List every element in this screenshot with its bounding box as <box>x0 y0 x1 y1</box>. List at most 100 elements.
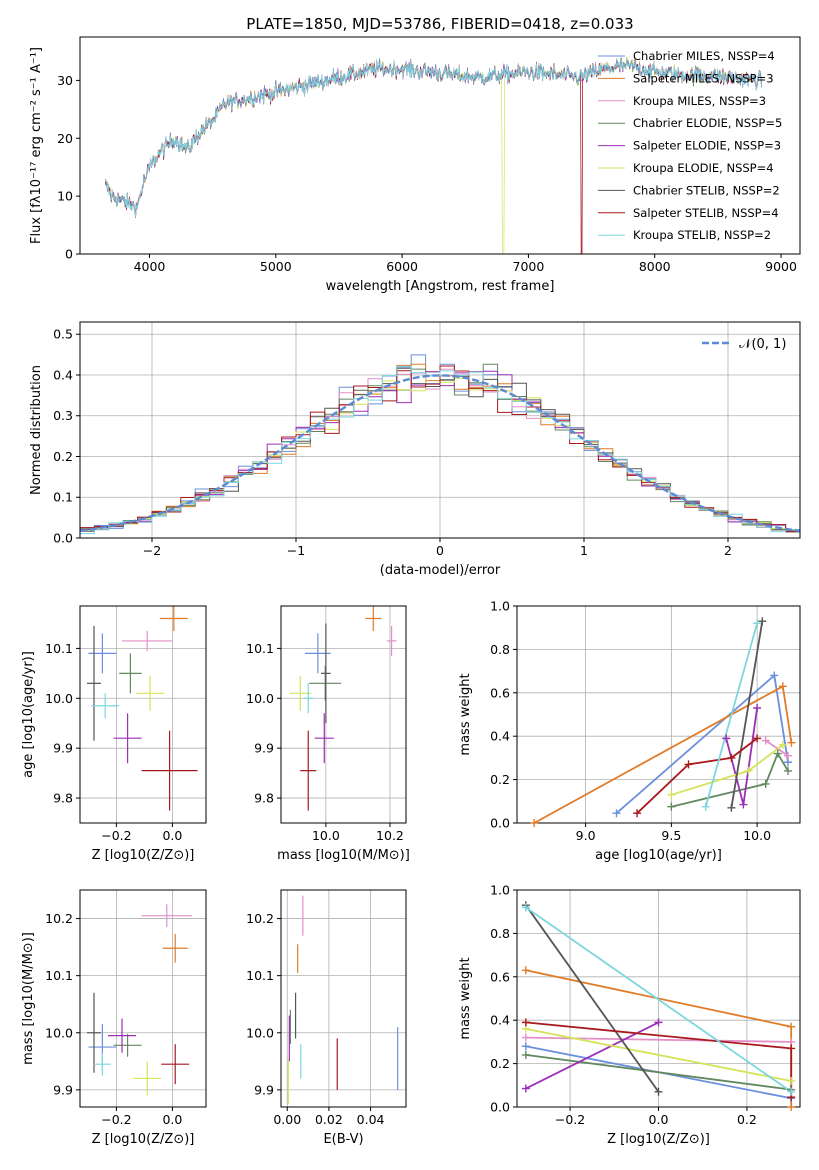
weight-marker <box>667 790 676 799</box>
y-tick-label: 10.2 <box>45 911 73 926</box>
panel-age-vs-mass: 10.0 10.2 9.8 9.9 10.0 10.1 mass [log10(M/M⊙)] <box>246 605 410 863</box>
y-tick-label: 10.0 <box>246 1025 274 1040</box>
panel-spectrum: 4000 5000 6000 7000 8000 9000 0 10 20 30 wavelengt… <box>29 36 801 294</box>
weight-line <box>730 621 764 808</box>
x-axis-label: Z [log10(Z/Z⊙)] <box>92 1132 195 1147</box>
legend-label: Salpeter STELIB, NSSP=4 <box>633 206 779 220</box>
legend-label: Kroupa ELODIE, NSSP=4 <box>633 161 774 175</box>
x-tick-label: −0.2 <box>101 1112 131 1127</box>
weight-marker <box>633 809 642 818</box>
legend-label: 𝒩(0, 1) <box>739 337 786 352</box>
legend-label: Chabrier MILES, NSSP=4 <box>633 49 775 63</box>
normal-curve <box>80 374 800 533</box>
spectrum-line <box>104 56 762 254</box>
y-tick-label: 1.0 <box>490 883 510 898</box>
x-axis-label: age [log10(age/yr)] <box>595 848 722 863</box>
y-tick-label: 0.4 <box>490 729 510 744</box>
x-tick-label: 8000 <box>639 259 671 274</box>
axes-frame <box>280 889 407 1108</box>
y-axis-label: mass weight <box>458 957 473 1039</box>
y-tick-label: 0.5 <box>53 327 73 342</box>
panel-weight-vs-age: 9.0 9.5 10.0 0.0 0.2 0.4 0.6 0.8 1.0 age [log10(a… <box>458 599 801 863</box>
axes-frame <box>79 889 207 1108</box>
weight-marker <box>654 1018 663 1027</box>
weight-line <box>636 737 758 814</box>
x-tick-label: 5000 <box>260 259 292 274</box>
weight-marker <box>761 779 770 788</box>
weight-line <box>671 751 789 808</box>
x-tick-label: 10.2 <box>376 828 404 843</box>
axes-frame <box>79 36 801 255</box>
y-tick-label: 20 <box>57 131 73 146</box>
weight-marker <box>787 738 796 747</box>
y-tick-label: 1.0 <box>490 599 510 614</box>
x-tick-label: 0.02 <box>315 1112 343 1127</box>
x-tick-label: 0.00 <box>273 1112 301 1127</box>
y-tick-label: 10.1 <box>45 968 73 983</box>
weight-marker <box>761 736 770 745</box>
weight-marker <box>612 809 621 818</box>
weight-marker <box>758 617 767 626</box>
x-tick-label: −1 <box>287 543 305 558</box>
panel-mass-vs-EBV: 0.00 0.02 0.04 9.9 10.0 10.1 10.2 E(B-V) <box>246 889 407 1147</box>
spectrum-line <box>105 57 762 254</box>
legend-label: Chabrier ELODIE, NSSP=5 <box>633 116 782 130</box>
weight-marker <box>787 1044 796 1053</box>
x-tick-label: 2 <box>724 543 732 558</box>
y-tick-label: 9.9 <box>53 741 73 756</box>
x-axis-label: E(B-V) <box>323 1132 363 1147</box>
legend: Chabrier MILES, NSSP=4 Salpeter MILES, NS… <box>598 49 782 242</box>
legend-label: Kroupa MILES, NSSP=3 <box>633 94 766 108</box>
weight-marker <box>783 766 792 775</box>
y-tick-label: 0.3 <box>53 408 73 423</box>
weight-marker <box>654 1087 663 1096</box>
weight-marker <box>753 734 762 743</box>
y-tick-label: 0.6 <box>490 969 510 984</box>
y-tick-label: 0.0 <box>490 816 510 831</box>
panel-residuals: −2 −1 0 1 2 0.0 0.1 0.2 0.3 0.4 0.5 (data-model)/er… <box>29 321 801 578</box>
axes-frame <box>79 321 801 539</box>
y-tick-label: 0.2 <box>490 772 510 787</box>
y-tick-label: 0.8 <box>490 926 510 941</box>
x-tick-label: 4000 <box>134 259 166 274</box>
spectrum-line <box>104 59 762 254</box>
weight-marker <box>521 1042 530 1051</box>
weight-marker <box>722 734 731 743</box>
weight-marker <box>739 800 748 809</box>
weight-line <box>525 906 792 1093</box>
plot-area <box>80 354 800 536</box>
y-tick-label: 0.0 <box>53 531 73 546</box>
legend: 𝒩(0, 1) <box>702 337 786 352</box>
y-tick-label: 9.9 <box>254 741 274 756</box>
x-tick-label: 9.0 <box>576 828 596 843</box>
weight-line <box>704 623 758 807</box>
y-tick-label: 10.1 <box>246 641 274 656</box>
weight-marker <box>521 1033 530 1042</box>
weight-marker <box>727 803 736 812</box>
weight-marker <box>778 740 787 749</box>
x-axis-label: mass [log10(M/M⊙)] <box>277 848 410 863</box>
y-tick-label: 0.2 <box>53 449 73 464</box>
x-tick-label: 10.0 <box>743 828 771 843</box>
weight-marker <box>727 753 736 762</box>
x-axis-label: Z [log10(Z/Z⊙)] <box>607 1132 710 1147</box>
weight-marker <box>530 819 539 827</box>
x-axis-label: (data-model)/error <box>380 563 501 578</box>
axes-frame <box>516 889 801 1108</box>
x-tick-label: 7000 <box>513 259 545 274</box>
legend-label: Salpeter ELODIE, NSSP=3 <box>633 139 781 153</box>
weight-marker <box>753 619 762 628</box>
weight-marker <box>521 1050 530 1059</box>
x-tick-label: 0.2 <box>737 1112 757 1127</box>
histogram-step <box>80 367 800 535</box>
y-tick-label: 0.6 <box>490 685 510 700</box>
plot-area <box>87 606 198 811</box>
x-tick-label: 9000 <box>765 259 797 274</box>
weight-marker <box>787 1022 796 1031</box>
weight-line <box>615 673 789 814</box>
weight-marker <box>770 671 779 680</box>
axes-frame <box>79 605 207 824</box>
y-tick-label: 0.4 <box>53 367 73 382</box>
axes-frame <box>280 605 407 824</box>
